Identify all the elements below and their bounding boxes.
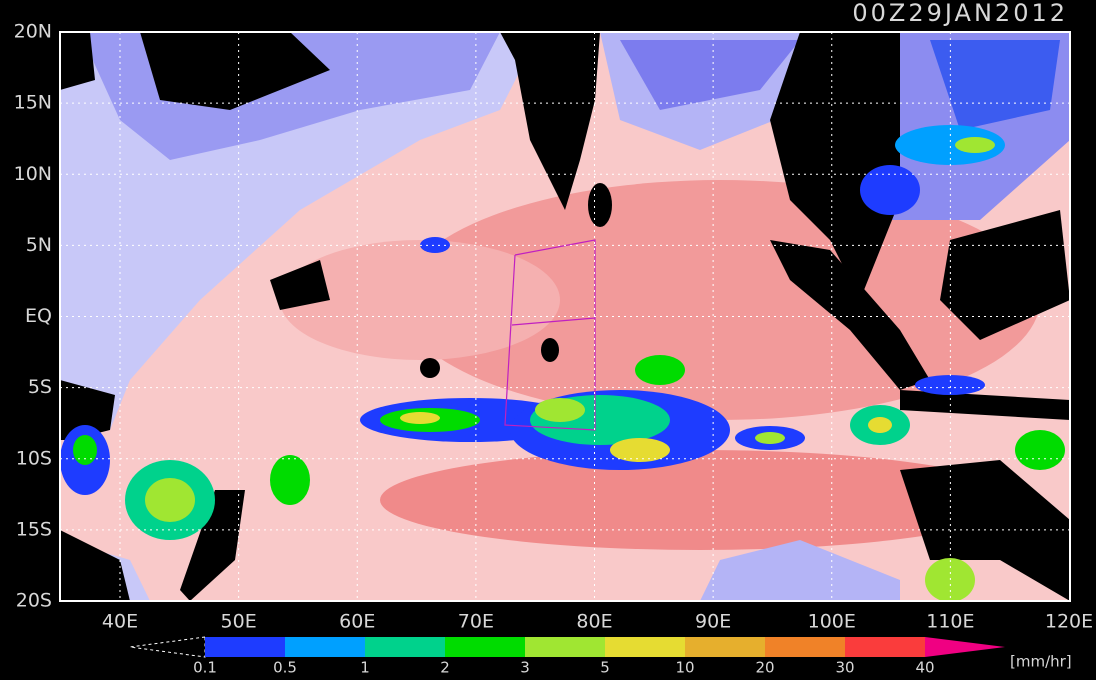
colorbar-box — [765, 637, 845, 657]
lon-label: 120E — [1045, 611, 1093, 633]
lon-label: 40E — [102, 611, 138, 633]
colorbar-box — [605, 637, 685, 657]
lat-label: EQ — [25, 305, 52, 327]
colorbar-under — [129, 636, 206, 658]
colorbar-label: 10 — [675, 659, 694, 677]
lat-label: 20S — [16, 590, 52, 612]
map-frame — [59, 31, 1071, 602]
colorbar-label: 40 — [915, 659, 934, 677]
colorbar-label: 2 — [440, 659, 450, 677]
lon-label: 90E — [695, 611, 731, 633]
title: 00Z29JAN2012 — [852, 0, 1068, 27]
lat-label: 15S — [16, 518, 52, 540]
lat-label: 5N — [26, 234, 52, 256]
lat-label: 10N — [14, 163, 52, 185]
colorbar-box — [845, 637, 925, 657]
lat-label: 5S — [28, 376, 52, 398]
lon-label: 60E — [339, 611, 375, 633]
lat-label: 15N — [14, 92, 52, 114]
colorbar-box — [285, 637, 365, 657]
colorbar-label: 3 — [520, 659, 530, 677]
lat-label: 10S — [16, 447, 52, 469]
colorbar-box — [205, 637, 285, 657]
lon-label: 110E — [926, 611, 974, 633]
colorbar-box — [685, 637, 765, 657]
colorbar-label: 0.1 — [193, 659, 217, 677]
lat-label: 20N — [14, 21, 52, 43]
precip-field — [60, 32, 1070, 601]
lon-label: 80E — [576, 611, 612, 633]
colorbar-box — [525, 637, 605, 657]
lon-label: 70E — [458, 611, 494, 633]
lon-label: 50E — [221, 611, 257, 633]
lon-label: 100E — [808, 611, 856, 633]
colorbar-over — [925, 637, 1005, 657]
rain-band — [60, 125, 1065, 601]
colorbar-unit: [mm/hr] — [1010, 653, 1072, 671]
colorbar-label: 5 — [600, 659, 610, 677]
colorbar-box — [445, 637, 525, 657]
colorbar-label: 20 — [755, 659, 774, 677]
colorbar-label: 30 — [835, 659, 854, 677]
colorbar-label: 0.5 — [273, 659, 297, 677]
colorbar-box — [365, 637, 445, 657]
colorbar-label: 1 — [360, 659, 370, 677]
